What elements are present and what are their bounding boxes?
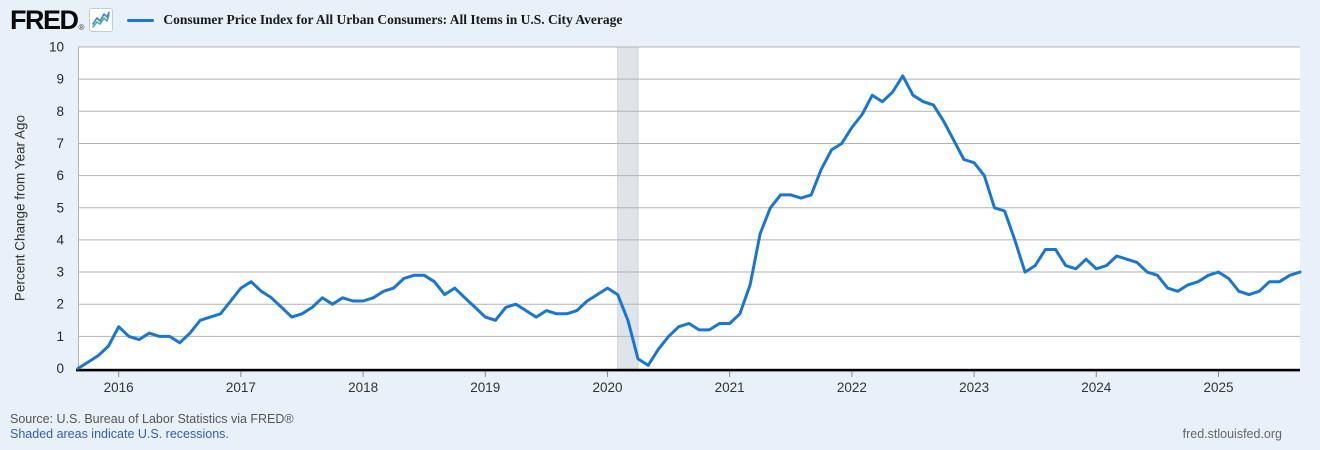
x-tick-label: 2020 (592, 380, 622, 395)
x-tick-label: 2017 (226, 380, 256, 395)
x-tick-label: 2016 (104, 380, 134, 395)
y-tick-label: 2 (56, 297, 64, 312)
y-tick-label: 3 (56, 265, 64, 280)
y-tick-label: 5 (56, 200, 64, 215)
y-tick-label: 9 (56, 72, 64, 87)
y-tick-label: 10 (49, 40, 64, 55)
chart-title: Consumer Price Index for All Urban Consu… (163, 12, 623, 27)
y-tick-label: 4 (56, 232, 64, 247)
source-attribution: Source: U.S. Bureau of Labor Statistics … (10, 412, 294, 426)
grid-layer (78, 46, 1300, 337)
x-tick-label: 2021 (715, 380, 745, 395)
series-legend-swatch (127, 18, 155, 22)
recession-note-link[interactable]: Shaded areas indicate U.S. recessions. (10, 426, 229, 441)
chart-header: FRED ® Consumer Price Index for All Urba… (10, 6, 622, 34)
x-axis-labels: 2016 2017 2018 2019 2020 2021 2022 2023 2024 2025 (104, 371, 1234, 395)
y-tick-label: 0 (56, 361, 64, 376)
registered-trademark: ® (78, 23, 85, 32)
x-tick-label: 2022 (837, 380, 867, 395)
x-tick-label: 2024 (1081, 380, 1112, 395)
x-axis-line (76, 368, 1300, 372)
y-tick-label: 7 (56, 136, 64, 151)
y-tick-label: 6 (56, 168, 64, 183)
sparkline-icon (89, 8, 114, 32)
chart-footer: Source: U.S. Bureau of Labor Statistics … (10, 412, 294, 441)
cpi-data-line (76, 74, 1302, 370)
y-tick-label: 8 (56, 104, 64, 119)
y-tick-label: 1 (56, 329, 64, 344)
fred-site-url[interactable]: fred.stlouisfed.org (1182, 427, 1282, 441)
x-tick-label: 2019 (470, 380, 500, 395)
x-tick-label: 2018 (348, 380, 378, 395)
fred-logo-text: FRED (10, 5, 79, 35)
y-axis-labels: 0 1 2 3 4 5 6 7 8 9 10 (49, 40, 65, 377)
x-tick-label: 2025 (1203, 380, 1233, 395)
fred-logo[interactable]: FRED ® (10, 5, 85, 35)
x-tick-label: 2023 (959, 380, 989, 395)
